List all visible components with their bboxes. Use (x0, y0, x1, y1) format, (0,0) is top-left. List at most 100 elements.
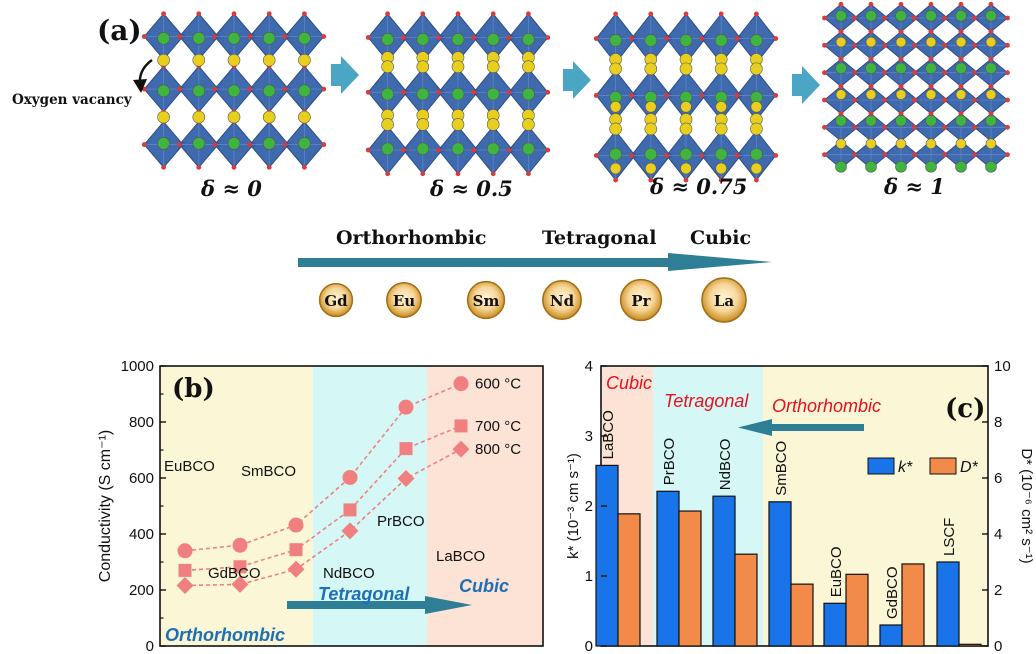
green-atom-icon (955, 160, 967, 173)
oxygen-atom-icon (942, 97, 947, 103)
oxygen-atom-icon (683, 11, 689, 17)
series-legend-label: 700 °C (475, 418, 521, 435)
oxygen-atom-icon (988, 29, 994, 35)
yellow-atom-icon (715, 101, 728, 113)
green-atom-icon (955, 62, 967, 75)
oxygen-atom-icon (526, 11, 531, 17)
green-atom-icon (895, 160, 907, 173)
oxygen-atom-icon (838, 29, 844, 35)
region-label-orthorhombic: Orthorhombic (165, 625, 285, 645)
oxygen-atom-icon (490, 11, 496, 17)
oxygen-atom-icon (912, 97, 917, 103)
bead-icon (386, 282, 422, 318)
yellow-atom-icon (609, 62, 622, 76)
crystal-structure-3 (822, 1, 1010, 173)
oxygen-atom-icon (177, 86, 182, 92)
yellow-atom-icon (680, 101, 692, 113)
oxygen-atom-icon (972, 15, 977, 21)
oxygen-atom-icon (972, 124, 977, 130)
yellow-atom-icon (835, 36, 847, 48)
yellow-atom-icon (227, 53, 241, 67)
phase-arrow-shaft (298, 258, 670, 267)
oxygen-atom-icon (912, 124, 917, 130)
circle-marker (398, 399, 414, 415)
oxygen-atom-icon (471, 89, 477, 95)
crystal-structures (141, 1, 1010, 183)
oxygen-atom-icon (972, 152, 977, 158)
yellow-atom-icon (985, 89, 997, 100)
oxygen-atom-icon (506, 147, 512, 153)
oxygen-atom-icon (958, 29, 964, 35)
oxygen-atom-icon (734, 153, 740, 158)
green-atom-icon (486, 87, 500, 101)
right-y-tick-label: 2 (994, 582, 1002, 599)
element-label: Gd (324, 292, 348, 310)
oxygen-atom-icon (436, 89, 442, 95)
delta-label: δ ≈ 0 (200, 176, 262, 201)
oxygen-atom-icon (898, 56, 904, 62)
y-tick-label: 600 (129, 470, 154, 487)
oxygen-atom-icon (1005, 124, 1010, 130)
category-label: PrBCO (661, 438, 678, 486)
oxygen-atom-icon (436, 147, 442, 153)
green-atom-icon (522, 87, 535, 101)
green-atom-icon (227, 137, 241, 150)
y-axis-label: Conductivity (S cm⁻¹) (97, 430, 114, 582)
oxygen-atom-icon (420, 11, 426, 17)
yellow-atom-icon (925, 138, 937, 150)
circle-marker (342, 469, 358, 485)
d-bar (617, 513, 641, 647)
yellow-atom-icon (835, 138, 847, 150)
oxygen-atom-icon (912, 15, 917, 21)
oxygen-atom-icon (648, 177, 654, 183)
green-atom-icon (609, 34, 622, 47)
oxygen-atom-icon (882, 15, 887, 21)
green-atom-icon (925, 10, 937, 22)
green-atom-icon (895, 62, 907, 75)
category-label: GdBCO (884, 566, 901, 619)
yellow-atom-icon (522, 60, 535, 74)
y-tick-label: 400 (129, 526, 154, 543)
green-atom-icon (835, 62, 847, 75)
oxygen-atom-icon (196, 11, 202, 17)
oxygen-atom-icon (734, 93, 740, 98)
crystal-structure-2 (593, 11, 779, 183)
oxygen-atom-icon (958, 1, 964, 7)
oxygen-atom-icon (1005, 15, 1010, 21)
green-atom-icon (192, 137, 206, 150)
oxygen-atom-icon (868, 56, 874, 62)
yellow-atom-icon (192, 110, 206, 124)
green-atom-icon (895, 115, 907, 127)
element-label: Nd (550, 292, 575, 310)
oxygen-atom-icon (928, 29, 934, 35)
left-y-tick-label: 1 (585, 568, 593, 585)
oxygen-atom-icon (718, 177, 724, 183)
oxygen-atom-icon (822, 97, 827, 103)
panel-b-chart: 0 200 400 600 800 1000 Conductivity (S cm⁻¹) (b… (97, 358, 544, 654)
right-arrow-icon (792, 66, 820, 104)
k-bar (656, 490, 680, 647)
oxygen-atom-icon (231, 164, 237, 170)
oxygen-atom-icon (882, 152, 887, 158)
green-atom-icon (262, 84, 276, 98)
y-tick-label: 800 (129, 414, 154, 431)
oxygen-atom-icon (958, 56, 964, 62)
oxygen-atom-icon (912, 152, 917, 158)
material-label: PrBCO (377, 513, 425, 530)
oxygen-atom-icon (1005, 152, 1010, 158)
yellow-atom-icon (644, 162, 657, 175)
legend-swatch-k (867, 457, 895, 475)
right-y-tick-label: 8 (994, 414, 1002, 431)
category-label: EuBCO (828, 546, 845, 597)
trend-arrow-shaft (770, 424, 864, 431)
series-line (184, 448, 462, 587)
left-y-axis-label: k* (10⁻³ cm s⁻¹) (565, 453, 582, 559)
oxygen-atom-icon (385, 171, 390, 177)
phase-label: Orthorhombic (336, 227, 487, 249)
yellow-atom-icon (714, 122, 728, 136)
region-label-orthorhombic: Orthorhombic (772, 396, 881, 416)
yellow-atom-icon (451, 118, 465, 131)
category-label: LaBCO (600, 410, 617, 459)
element-label: Pr (631, 292, 651, 310)
oxygen-atom-icon (838, 83, 844, 89)
